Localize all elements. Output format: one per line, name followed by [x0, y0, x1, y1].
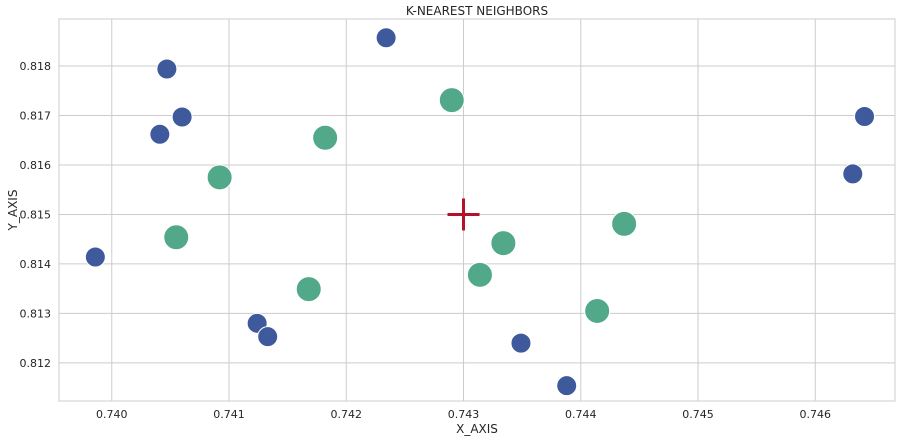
- data-point: [375, 27, 397, 49]
- x-tick-label: 0.743: [448, 408, 480, 421]
- neighbor-point: [163, 224, 190, 251]
- data-point: [84, 246, 106, 268]
- data-markers: [84, 27, 876, 397]
- data-point: [842, 163, 864, 185]
- x-tick-label: 0.746: [800, 408, 832, 421]
- neighbor-point: [466, 261, 493, 288]
- x-tick-label: 0.744: [565, 408, 597, 421]
- x-tick-labels: 0.740 0.741 0.742 0.743 0.744 0.745 0.746: [96, 408, 831, 421]
- x-tick-label: 0.741: [213, 408, 245, 421]
- y-tick-label: 0.816: [20, 159, 52, 172]
- neighbor-point: [295, 276, 322, 303]
- y-tick-label: 0.818: [20, 60, 52, 73]
- neighbor-point: [312, 124, 339, 151]
- neighbor-point: [611, 210, 638, 237]
- x-tick-label: 0.745: [682, 408, 714, 421]
- y-tick-label: 0.815: [20, 208, 52, 221]
- query-point-marker: [447, 198, 480, 231]
- y-tick-label: 0.817: [20, 109, 52, 122]
- y-tick-labels: 0.812 0.813 0.814 0.815 0.816 0.817 0.818: [20, 60, 52, 370]
- data-point: [556, 375, 578, 397]
- neighbor-point: [206, 164, 233, 191]
- y-tick-label: 0.812: [20, 357, 52, 370]
- x-tick-label: 0.742: [331, 408, 363, 421]
- y-tick-label: 0.813: [20, 307, 52, 320]
- data-point: [510, 332, 532, 354]
- data-point: [854, 105, 876, 127]
- neighbor-point: [438, 87, 465, 114]
- y-axis-title: Y_AXIS: [6, 190, 20, 232]
- x-axis-title: X_AXIS: [456, 422, 498, 436]
- data-point: [156, 58, 178, 80]
- data-point: [171, 106, 193, 128]
- chart-title: K-NEAREST NEIGHBORS: [406, 4, 548, 18]
- y-tick-label: 0.814: [20, 258, 52, 271]
- data-point: [149, 123, 171, 145]
- neighbor-point: [584, 297, 611, 324]
- grid-layer: [59, 19, 895, 401]
- x-tick-label: 0.740: [96, 408, 128, 421]
- data-point: [257, 326, 279, 348]
- neighbor-point: [490, 230, 517, 257]
- plot-area: [58, 18, 896, 402]
